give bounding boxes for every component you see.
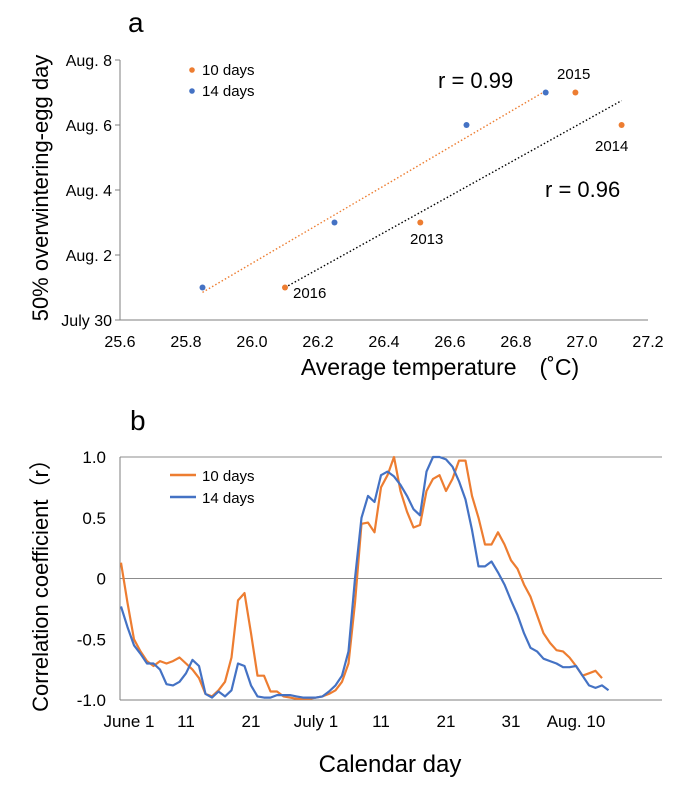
panel-a-y-tick-label: July 30	[61, 313, 112, 330]
data-point-10-days	[282, 284, 288, 291]
trendline-10-days	[284, 100, 622, 289]
panel-b-y-tick-label: -0.5	[77, 630, 106, 649]
panel-a-y-axis-title: 50% overwintering-egg day	[28, 55, 53, 322]
panel-a-x-tick-label: 25.8	[170, 334, 201, 351]
panel-b-x-tick-label: 21	[437, 712, 456, 731]
panel-a-y-tick-label: Aug. 2	[66, 248, 112, 265]
panel-a-trendlines	[202, 90, 622, 293]
series-line-14-days	[119, 455, 610, 699]
data-point-10-days	[572, 89, 579, 96]
panel-b-y-tick-label: 1.0	[82, 448, 106, 467]
series-line-10-days	[119, 455, 603, 700]
panel-a: a 25.6 25.8 26.0 26.2 26.4 26.6 26.8 27.0 27.2 Ju…	[28, 7, 664, 380]
panel-a-y-tick-label: Aug. 8	[66, 53, 112, 70]
panel-b-gridlines	[120, 456, 662, 579]
year-label-2014: 2014	[595, 138, 628, 155]
legend-label-b-14-days: 14 days	[202, 490, 255, 507]
panel-b: b -1.0 -0.5 0 0.5 1.0 June 1 11 21 July 1 11 21 31 A…	[28, 405, 662, 778]
panel-b-x-tick-label: July 1	[294, 712, 338, 731]
panel-a-x-tick-label: 25.6	[104, 334, 135, 351]
panel-b-label: b	[130, 405, 146, 436]
panel-a-x-tick-label: 26.2	[302, 334, 333, 351]
legend-label-b-10-days: 10 days	[202, 468, 255, 485]
panel-a-points	[199, 89, 625, 291]
panel-b-y-tick-label: 0	[97, 570, 106, 589]
panel-b-x-tick-label: June 1	[103, 712, 154, 731]
data-point-14-days	[463, 122, 470, 128]
panel-a-y-tick-label: Aug. 6	[66, 118, 112, 135]
panel-b-x-axis-title: Calendar day	[319, 751, 462, 778]
panel-a-legend: 10 days 14 days	[189, 62, 255, 100]
data-point-10-days	[618, 122, 625, 128]
panel-b-legend: 10 days 14 days	[170, 468, 255, 507]
data-point-14-days	[199, 284, 206, 291]
panel-b-x-tick-label: Aug. 10	[547, 712, 606, 731]
panel-a-x-tick-label: 26.8	[500, 334, 531, 351]
panel-a-y-tick-label: Aug. 4	[66, 183, 112, 200]
year-label-2013: 2013	[410, 231, 443, 248]
panel-a-ticks: 25.6 25.8 26.0 26.2 26.4 26.6 26.8 27.0 27.2 July…	[61, 53, 663, 351]
legend-label-14-days: 14 days	[202, 83, 255, 100]
panel-b-x-tick-label: 11	[372, 712, 390, 731]
panel-a-x-tick-label: 26.0	[236, 334, 267, 351]
panel-a-x-tick-label: 27.0	[566, 334, 597, 351]
year-label-2015: 2015	[557, 66, 590, 83]
legend-marker-14-days	[189, 88, 195, 94]
panel-a-x-tick-label: 27.2	[632, 334, 663, 351]
panel-b-ticks: -1.0 -0.5 0 0.5 1.0 June 1 11 21 July 1 11 21 31 Aug…	[77, 448, 606, 731]
panel-a-label: a	[128, 7, 144, 38]
data-point-10-days	[417, 219, 424, 226]
legend-label-10-days: 10 days	[202, 62, 255, 79]
panel-b-y-tick-label: -1.0	[77, 691, 106, 710]
r-label-14-days: r = 0.99	[438, 68, 513, 93]
panel-b-y-tick-label: 0.5	[82, 509, 106, 528]
r-label-10-days: r = 0.96	[545, 177, 620, 202]
panel-b-x-tick-label: 31	[502, 712, 521, 731]
data-point-14-days	[331, 219, 338, 226]
panel-b-x-tick-label: 11	[177, 712, 195, 731]
year-label-2016: 2016	[293, 285, 326, 302]
legend-marker-10-days	[189, 67, 195, 73]
panel-b-series-lines	[119, 455, 610, 700]
panel-a-x-tick-label: 26.4	[368, 334, 399, 351]
data-point-14-days	[542, 89, 549, 96]
panel-b-y-axis-title: Correlation coefficient（r）	[28, 448, 53, 712]
panel-a-x-axis-title: Average temperature (˚C)	[301, 354, 579, 380]
panel-b-axes	[119, 457, 662, 701]
panel-b-x-tick-label: 21	[242, 712, 261, 731]
trendline-14-days	[202, 90, 547, 293]
panel-a-x-tick-label: 26.6	[434, 334, 465, 351]
